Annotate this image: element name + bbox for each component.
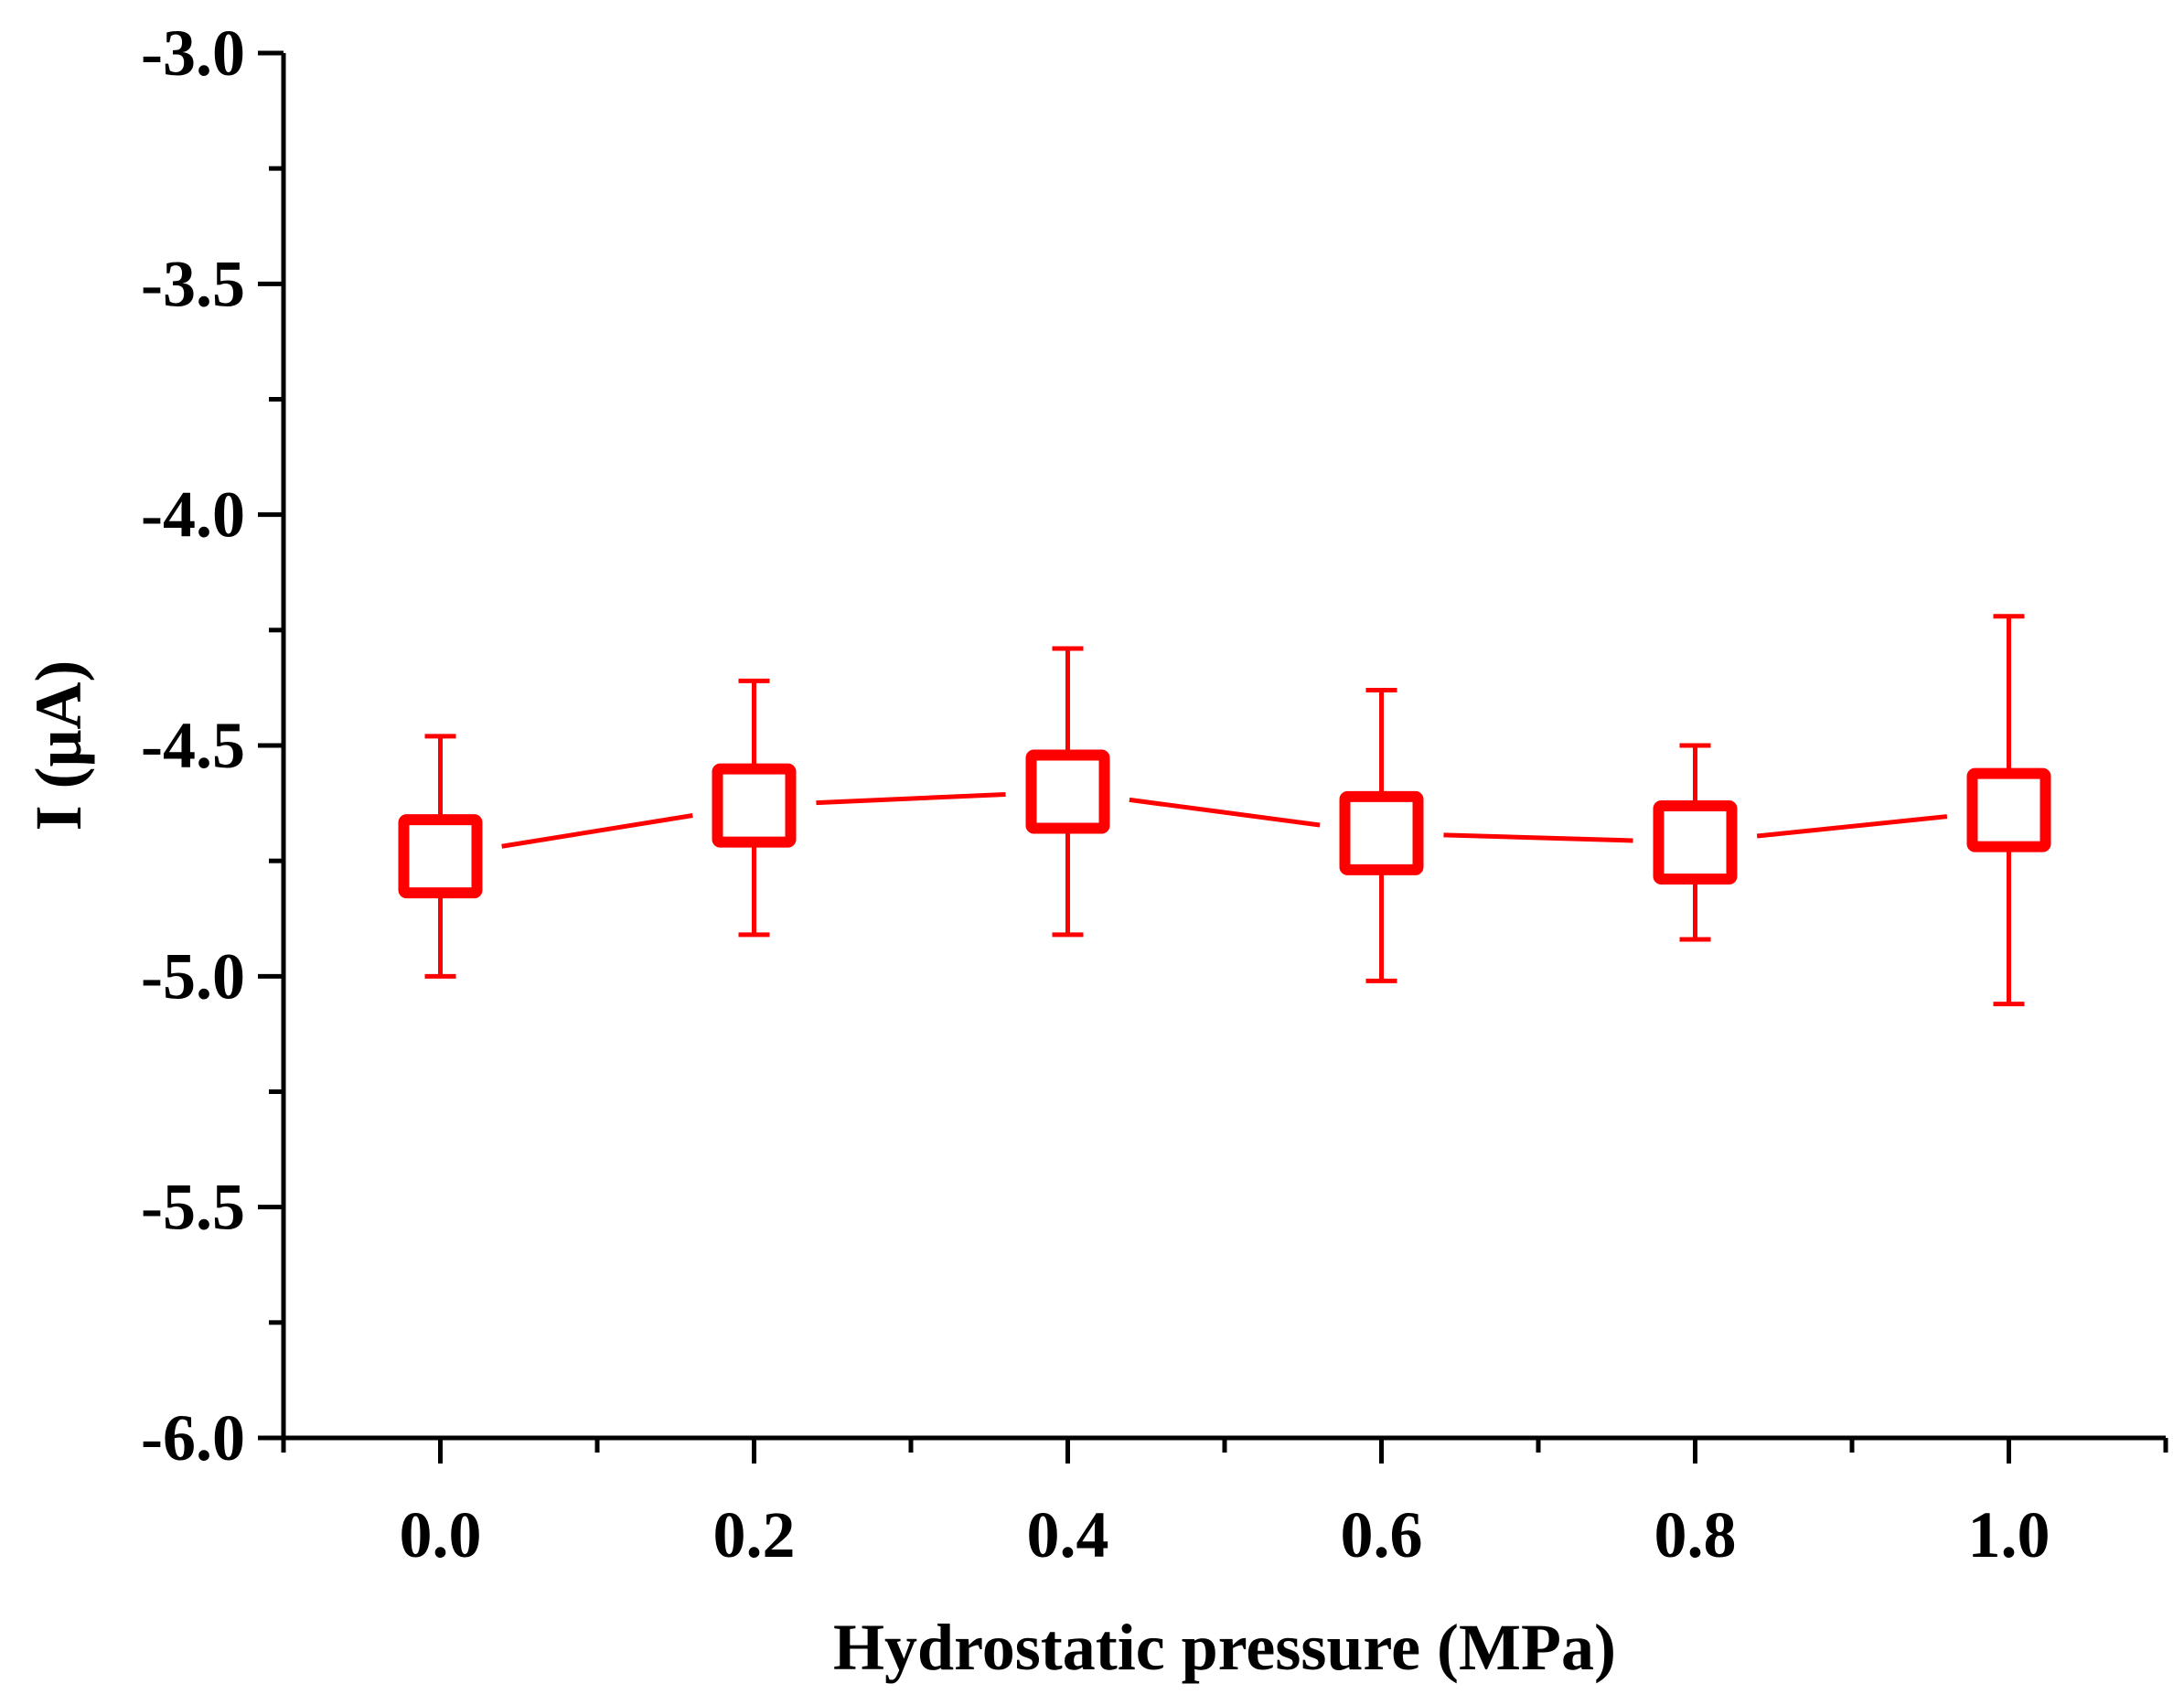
axes: [281, 53, 2166, 1441]
series-line-segment: [1756, 814, 1948, 839]
x-axis-title: Hydrostatic pressure (MPa): [833, 1611, 1616, 1684]
series-line-segment: [1129, 797, 1321, 828]
y-axis-title: I (μA): [22, 660, 95, 831]
series-line-segment: [501, 813, 693, 849]
y-tick-label: -5.0: [141, 939, 245, 1013]
data-point-marker: [398, 814, 483, 899]
x-ticks: 0.0 0.2 0.4 0.6 0.8 1.0: [281, 1438, 2168, 1571]
data-point-marker: [1966, 767, 2051, 852]
series-line-segment: [1443, 832, 1633, 843]
series-line-segment: [816, 791, 1006, 806]
data-point-marker: [1339, 790, 1424, 875]
data-point-marker: [1025, 749, 1110, 834]
y-ticks: -3.0 -3.5 -4.0 -4.5 -5.0 -5.5 -6.0: [141, 16, 284, 1474]
x-tick-label: 0.6: [1341, 1498, 1423, 1571]
series-layer: [398, 614, 2051, 1007]
y-tick-label: -4.0: [141, 478, 245, 552]
y-tick-label: -3.5: [141, 247, 245, 320]
x-tick-label: 0.2: [713, 1498, 796, 1571]
y-tick-label: -4.5: [141, 709, 245, 782]
x-tick-label: 1.0: [1968, 1498, 2050, 1571]
y-tick-label: -3.0: [141, 16, 245, 90]
x-tick-label: 0.0: [400, 1498, 482, 1571]
x-tick-label: 0.8: [1654, 1498, 1737, 1571]
data-point-marker: [712, 763, 797, 848]
x-tick-label: 0.4: [1027, 1498, 1109, 1571]
y-tick-label: -5.5: [141, 1171, 245, 1244]
data-point-marker: [1653, 799, 1738, 885]
y-tick-label: -6.0: [141, 1401, 245, 1474]
